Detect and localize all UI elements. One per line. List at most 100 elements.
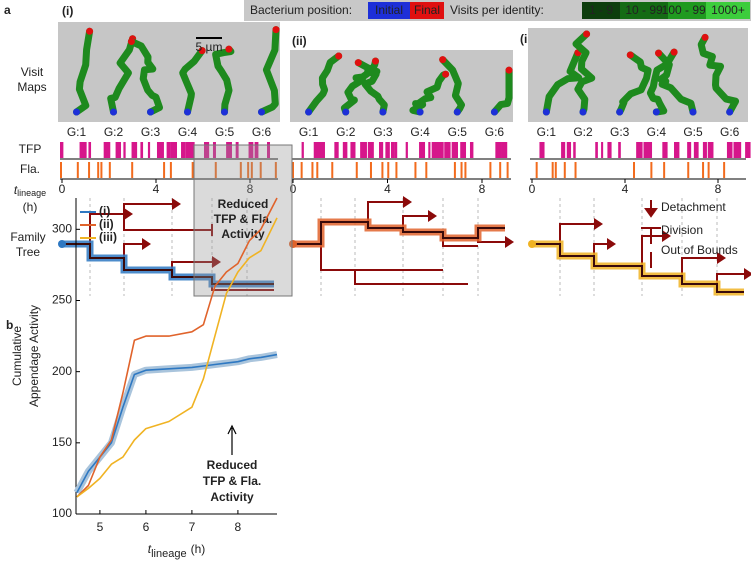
visit-trace (354, 59, 388, 116)
tfp-event (367, 142, 374, 158)
row-label: Tree (16, 245, 41, 259)
visit-trace (542, 49, 583, 116)
annotation: Activity (221, 227, 265, 241)
fla-event (292, 162, 294, 178)
visit-trace (439, 56, 465, 116)
lineage-path (62, 243, 274, 285)
visit-trace (616, 51, 652, 116)
fla-event (100, 162, 103, 178)
legend-label: 10 - 99 (625, 3, 663, 17)
time-tick-label: 0 (529, 182, 536, 196)
detachment-arrow (212, 256, 221, 268)
tfp-event (440, 142, 444, 158)
fla-event (464, 162, 467, 178)
tfp-event (267, 142, 271, 158)
tfp-event (702, 142, 707, 158)
tfp-event (647, 142, 653, 158)
panel-label: b (6, 318, 13, 332)
tfp-event (342, 142, 348, 158)
legend-swatch (706, 2, 750, 19)
y-axis-label: Appendage Activity (27, 305, 41, 407)
tfp-event (636, 142, 643, 158)
tfp-event (320, 142, 325, 158)
tree-branch (477, 238, 505, 243)
tfp-event (334, 142, 339, 158)
fla-event (108, 162, 111, 178)
final-mark (626, 51, 634, 59)
fla-event (300, 162, 303, 178)
generation-label: G:5 (683, 125, 703, 139)
tfp-event (674, 142, 680, 158)
tfp-event (495, 142, 502, 158)
visit-trace (697, 33, 740, 116)
final-mark (670, 48, 678, 56)
tfp-event (566, 142, 572, 158)
tfp-event (431, 142, 438, 158)
panel-label: (ii) (292, 34, 307, 48)
tfp-event (687, 142, 692, 158)
initial-mark (73, 108, 80, 116)
fla-event (131, 162, 134, 178)
row-label: Maps (17, 80, 46, 94)
tfp-event (379, 142, 384, 158)
tfp-event (469, 142, 474, 158)
legend-label: 100 - 999 (662, 3, 713, 17)
tfp-event (212, 142, 216, 158)
annotation-arrow (227, 424, 237, 455)
generation-label: G:2 (336, 125, 356, 139)
initial-mark (110, 108, 117, 116)
tfp-event (131, 142, 138, 158)
fla-event (551, 162, 554, 178)
visit-trace (305, 52, 343, 116)
fla-event (663, 162, 666, 178)
tree-legend-label: Out of Bounds (661, 243, 738, 257)
y-tick-label: 300 (52, 221, 72, 235)
tfp-event (539, 142, 545, 158)
chart-annotation: TFP & Fla. (203, 474, 261, 488)
generation-label: G:4 (410, 125, 430, 139)
lineage-root (289, 240, 297, 248)
legend-title: Visits per identity: (450, 3, 544, 17)
detachment-arrow (717, 252, 726, 264)
tfp-event (707, 142, 714, 158)
row-label: Fla. (20, 162, 40, 176)
final-mark (86, 27, 94, 35)
final-mark (272, 26, 280, 34)
tfp-event (170, 142, 178, 158)
fla-event (535, 162, 538, 178)
tfp-event (350, 142, 356, 158)
time-subscript: lineage (17, 188, 46, 198)
final-mark (127, 37, 135, 45)
legend-swatch (668, 2, 706, 19)
tree-branch (716, 273, 744, 284)
final-mark (701, 33, 709, 41)
tfp-event (83, 142, 87, 158)
final-mark (354, 59, 362, 67)
initial-mark (689, 108, 697, 116)
visit-trace (258, 26, 280, 116)
fla-event (191, 162, 194, 178)
fla-event (259, 162, 262, 178)
legend-swatch (368, 2, 410, 19)
fla-event (311, 162, 314, 178)
row-label: (h) (23, 200, 38, 214)
panel-label: a (4, 3, 11, 17)
detachment-arrow (172, 198, 181, 210)
fla-event (460, 162, 463, 178)
tfp-event (726, 142, 733, 158)
x-axis-label: tlineage (h) (148, 542, 206, 560)
tfp-event (226, 142, 232, 158)
tfp-event (203, 142, 210, 158)
visit-trace (127, 38, 163, 116)
legend-label: (ii) (99, 217, 114, 231)
time-tick-label: 4 (622, 182, 629, 196)
fla-event (316, 162, 319, 178)
generation-label: G:5 (215, 125, 235, 139)
generation-label: G:3 (373, 125, 393, 139)
tfp-event (313, 142, 321, 158)
legend-title: Bacterium position: (250, 3, 352, 17)
tree-branch (123, 214, 212, 231)
fla-event (650, 162, 653, 178)
legend-arrow (644, 200, 658, 218)
fla-event (88, 162, 91, 178)
